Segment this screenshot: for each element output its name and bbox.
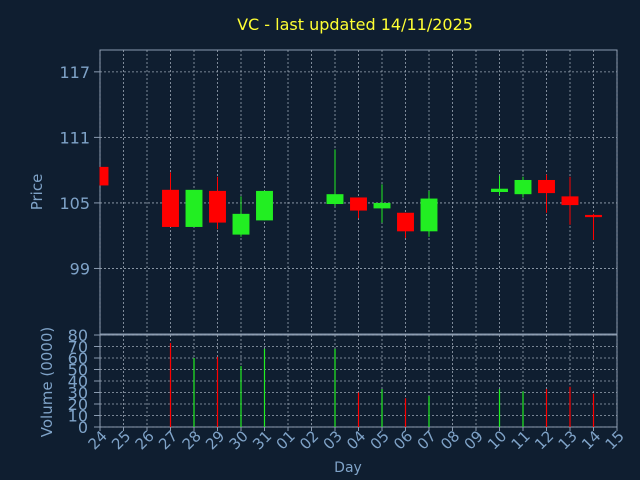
candle-body <box>232 213 250 235</box>
x-tick-label: 26 <box>132 427 158 453</box>
candle-body <box>256 190 273 221</box>
x-tick-label: 02 <box>296 427 322 453</box>
volume-tick-label: 60 <box>68 349 88 368</box>
x-tick-label: 09 <box>461 427 487 453</box>
price-tick-label: 117 <box>59 63 90 82</box>
candle <box>397 212 414 238</box>
candle <box>162 172 179 227</box>
candle <box>256 190 273 221</box>
candle-body <box>538 179 555 194</box>
x-tick-label: 11 <box>508 427 534 453</box>
candle-body <box>561 196 579 206</box>
candle <box>420 190 438 237</box>
volume-tick-label: 70 <box>68 338 88 357</box>
candle <box>185 189 203 227</box>
candle-body <box>420 198 438 232</box>
x-tick-label: 15 <box>602 427 628 453</box>
candle <box>491 175 508 196</box>
x-tick-label: 13 <box>555 427 581 453</box>
chart-title: VC - last updated 14/11/2025 <box>237 15 473 34</box>
x-tick-label: 01 <box>273 427 299 453</box>
volume-tick-label: 50 <box>68 361 88 380</box>
volume-tick-label: 40 <box>68 372 88 391</box>
price-panel: 99 105 111 117 <box>59 49 618 335</box>
candle <box>561 176 579 225</box>
candle-body <box>100 166 109 186</box>
x-tick-label: 07 <box>414 427 440 453</box>
x-tick-label: 27 <box>155 427 181 453</box>
x-tick-label: 08 <box>437 427 463 453</box>
volume-tick-label: 10 <box>68 407 88 426</box>
candle-body <box>162 189 179 227</box>
candle-body <box>514 179 532 195</box>
x-tick-label: 04 <box>343 427 369 453</box>
price-tick-label: 111 <box>59 128 90 147</box>
candle <box>373 184 391 223</box>
volume-panel: 0102030405060708024252627282930310102030… <box>68 326 628 453</box>
candle-body <box>326 194 344 205</box>
volume-tick-label: 30 <box>68 384 88 403</box>
x-tick-label: 10 <box>484 427 510 453</box>
x-tick-label: 03 <box>320 427 346 453</box>
price-tick-label: 99 <box>70 259 90 278</box>
x-tick-label: 31 <box>249 427 275 453</box>
candle <box>350 197 367 219</box>
x-tick-label: 28 <box>179 427 205 453</box>
candle-body <box>373 202 391 209</box>
volume-tick-label: 20 <box>68 395 88 414</box>
volume-tick-label: 80 <box>68 326 88 345</box>
x-tick-label: 06 <box>390 427 416 453</box>
candle-body <box>350 197 367 211</box>
candle-body <box>585 214 602 218</box>
x-tick-label: 25 <box>108 427 134 453</box>
price-axis-label: Price <box>28 174 46 211</box>
x-tick-label: 05 <box>367 427 393 453</box>
candle <box>99 166 109 186</box>
x-tick-label: 12 <box>531 427 557 453</box>
candle-body <box>185 189 203 227</box>
candle <box>232 196 250 237</box>
volume-tick-label: 0 <box>78 418 88 437</box>
volume-axis-label: Volume (0000) <box>38 327 56 437</box>
price-tick-label: 105 <box>59 194 90 213</box>
candle <box>514 176 532 198</box>
candle <box>538 174 555 213</box>
x-tick-label: 29 <box>202 427 228 453</box>
x-tick-label: 24 <box>85 427 111 453</box>
candle <box>326 149 344 207</box>
candle-body <box>209 190 226 223</box>
candle <box>209 176 226 230</box>
candle <box>585 213 602 241</box>
x-axis-label: Day <box>334 460 362 476</box>
x-tick-label: 14 <box>578 427 604 453</box>
candle-body <box>491 188 508 192</box>
candle-body <box>397 212 414 232</box>
x-tick-label: 30 <box>226 427 252 453</box>
